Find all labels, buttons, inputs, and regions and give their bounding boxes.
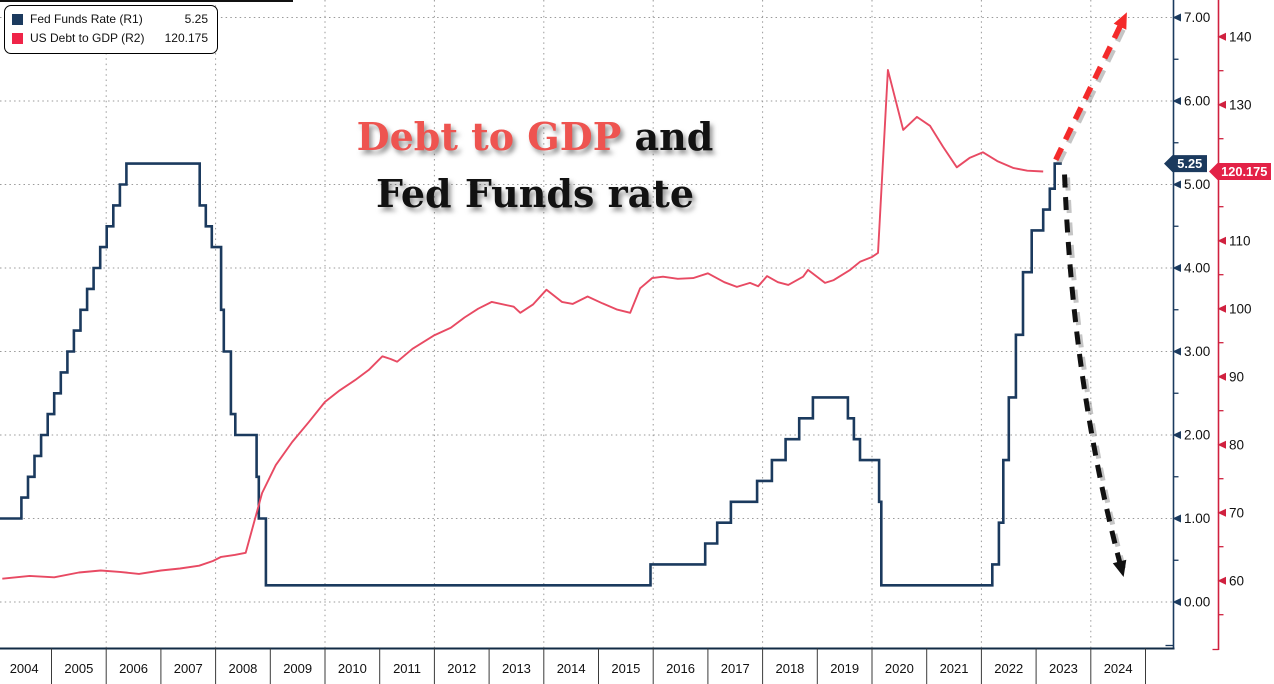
fed-tick-label: 3.00 <box>1184 344 1210 359</box>
fed-tick-label: 7.00 <box>1184 10 1210 25</box>
fed-tick-label: 4.00 <box>1184 261 1210 276</box>
fed-tick-label: 5.00 <box>1184 177 1210 192</box>
legend-value: 120.175 <box>164 31 208 46</box>
fed-funds-swatch-icon <box>12 14 23 26</box>
debt-tick-label: 110 <box>1229 233 1251 248</box>
fed-tick-label: 2.00 <box>1184 428 1210 443</box>
fed-funds-step-line <box>0 162 1062 587</box>
legend-box: Fed Funds Rate (R1) 5.25 US Debt to GDP … <box>4 5 218 55</box>
legend-label: US Debt to GDP (R2) <box>30 31 145 46</box>
debt-tick-arrow-icon <box>1217 440 1226 449</box>
year-label: 2018 <box>775 661 804 676</box>
fed-tick-arrow-icon <box>1172 514 1181 523</box>
title-line2: Fed Funds rate <box>375 171 694 216</box>
arrow-shadow <box>1056 23 1128 165</box>
arrow-shadow <box>1065 177 1127 570</box>
year-label: 2009 <box>283 661 312 676</box>
debt-to-gdp-line <box>2 69 1044 580</box>
fed-tick-arrow-icon <box>1172 97 1181 105</box>
debt-tick-label: 130 <box>1229 97 1252 112</box>
debt-tick-label: 70 <box>1229 505 1244 520</box>
debt-arrowhead-icon <box>1113 12 1127 30</box>
year-label: 2012 <box>447 661 476 676</box>
chart-title: Debt to GDP and Fed Funds rate <box>285 108 785 222</box>
year-label: 2024 <box>1104 661 1133 676</box>
year-label: 2017 <box>721 661 750 676</box>
fed-tick-label: 1.00 <box>1184 511 1210 526</box>
debt-projection-arrow <box>1053 20 1125 162</box>
top-frame-partial-line <box>0 0 293 2</box>
fed-tick-arrow-icon <box>1172 180 1181 189</box>
debt-tick-arrow-icon <box>1217 372 1226 381</box>
title-line1: Debt to GDP and <box>285 108 785 165</box>
year-label: 2004 <box>10 661 39 676</box>
debt-tick-arrow-icon <box>1217 304 1226 313</box>
year-label: 2011 <box>393 661 421 676</box>
year-label: 2010 <box>338 661 367 676</box>
legend-label: Fed Funds Rate (R1) <box>30 12 143 26</box>
debt-tick-arrow-icon <box>1217 32 1226 41</box>
debt-gdp-swatch-icon <box>12 33 23 45</box>
debt-tick-label: 60 <box>1229 573 1244 588</box>
fed-arrowhead-icon <box>1112 559 1127 577</box>
year-label: 2019 <box>830 661 859 676</box>
year-label: 2021 <box>940 661 969 676</box>
fed-tick-label: 6.00 <box>1184 94 1210 109</box>
year-label: 2014 <box>557 661 586 676</box>
year-label: 2015 <box>611 661 640 676</box>
debt-tick-label: 140 <box>1229 29 1252 44</box>
legend-item-debt-gdp: US Debt to GDP (R2) 120.175 <box>12 29 208 48</box>
year-label: 2013 <box>502 661 531 676</box>
debt-tick-arrow-icon <box>1217 100 1226 109</box>
legend-item-fed-funds: Fed Funds Rate (R1) 5.25 <box>12 10 208 29</box>
year-label: 2008 <box>228 661 257 676</box>
fed-projection-arrow <box>1062 174 1124 567</box>
fed-tick-label: 0.00 <box>1184 595 1210 610</box>
year-label: 2022 <box>994 661 1023 676</box>
debt-tick-arrow-icon <box>1217 236 1226 245</box>
year-label: 2005 <box>64 661 93 676</box>
debt-tick-label: 90 <box>1229 369 1244 384</box>
fed-tick-arrow-icon <box>1172 13 1181 22</box>
year-label: 2007 <box>174 661 203 676</box>
year-label: 2020 <box>885 661 914 676</box>
debt-tick-label: 100 <box>1229 301 1252 316</box>
fed-tick-arrow-icon <box>1172 347 1181 356</box>
debt-value-badge-text: 120.175 <box>1221 164 1267 179</box>
debt-value-badge <box>1209 163 1271 181</box>
title-red-text: Debt to GDP <box>356 114 622 159</box>
fed-value-badge <box>1164 155 1207 173</box>
debt-tick-arrow-icon <box>1217 508 1226 517</box>
fed-tick-arrow-icon <box>1172 598 1181 606</box>
legend-value: 5.25 <box>184 12 208 26</box>
debt-tick-label: 80 <box>1229 437 1244 452</box>
fed-value-badge-text: 5.25 <box>1177 156 1202 171</box>
year-label: 2006 <box>119 661 148 676</box>
title-and-text: and <box>621 114 714 159</box>
year-label: 2016 <box>666 661 695 676</box>
year-label: 2023 <box>1049 661 1078 676</box>
fed-tick-arrow-icon <box>1172 264 1181 272</box>
fed-tick-arrow-icon <box>1172 431 1181 439</box>
debt-tick-arrow-icon <box>1217 576 1226 585</box>
